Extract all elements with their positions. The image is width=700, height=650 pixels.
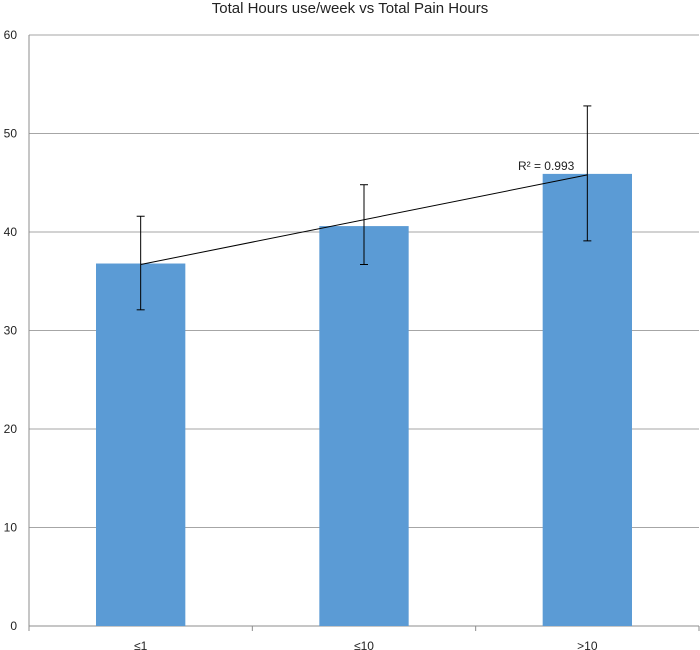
x-tick-label: >10 [577,639,598,650]
x-tick-label: ≤1 [134,639,148,650]
y-tick-label: 50 [4,127,18,141]
y-tick-label: 0 [10,619,17,633]
trendline [140,174,588,265]
chart-title: Total Hours use/week vs Total Pain Hours [211,0,489,17]
y-tick-label: 20 [4,422,18,436]
y-tick-label: 30 [4,324,18,338]
y-tick-label: 60 [4,28,18,42]
bar [319,226,409,626]
r-squared-label: R² = 0.993 [518,159,575,173]
y-tick-label: 10 [4,521,18,535]
bar [96,263,186,626]
bar [542,173,632,626]
y-tick-label: 40 [4,225,18,239]
x-tick-label: ≤10 [354,639,374,650]
